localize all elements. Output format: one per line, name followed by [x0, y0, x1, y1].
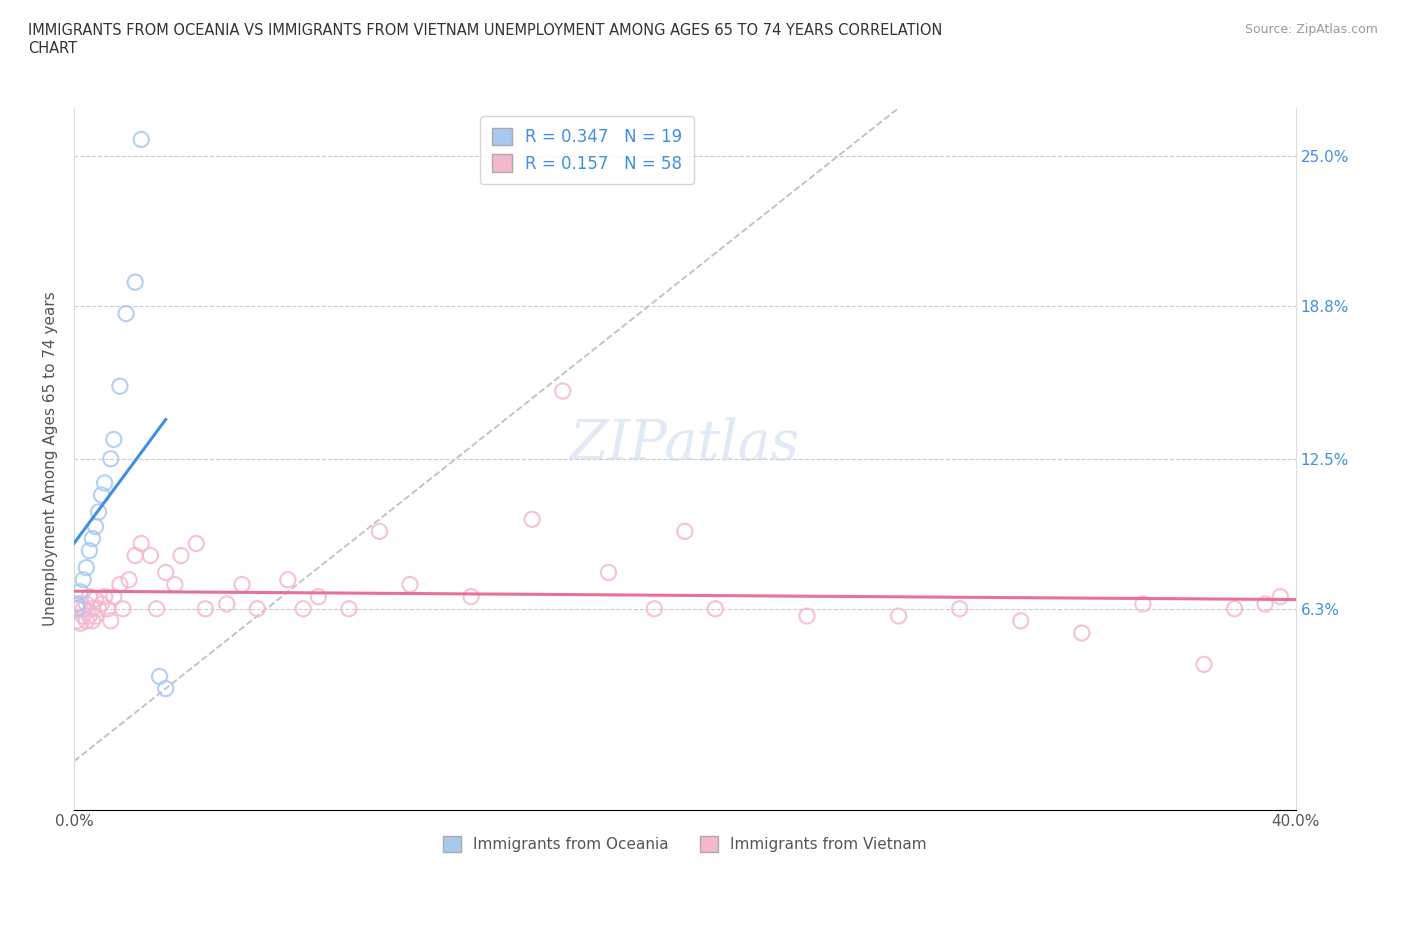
Point	[79, 543, 101, 558]
Point	[598, 565, 620, 580]
Point	[796, 608, 818, 623]
Point	[1070, 626, 1092, 641]
Point	[108, 578, 131, 592]
Point	[103, 432, 125, 446]
Point	[72, 602, 94, 617]
Point	[145, 602, 167, 617]
Point	[66, 602, 89, 617]
Point	[66, 602, 89, 617]
Point	[79, 608, 101, 623]
Point	[69, 596, 91, 611]
Point	[520, 512, 543, 526]
Point	[307, 590, 329, 604]
Point	[704, 602, 727, 617]
Point	[82, 602, 104, 617]
Point	[887, 608, 910, 623]
Text: ZIPatlas: ZIPatlas	[569, 418, 800, 472]
Point	[194, 602, 217, 617]
Text: IMMIGRANTS FROM OCEANIA VS IMMIGRANTS FROM VIETNAM UNEMPLOYMENT AMONG AGES 65 TO: IMMIGRANTS FROM OCEANIA VS IMMIGRANTS FR…	[28, 23, 942, 56]
Point	[93, 590, 115, 604]
Point	[84, 519, 107, 534]
Point	[399, 578, 422, 592]
Point	[163, 578, 186, 592]
Point	[277, 572, 299, 587]
Point	[551, 383, 574, 398]
Point	[1223, 602, 1246, 617]
Point	[100, 614, 122, 629]
Point	[1132, 596, 1154, 611]
Point	[949, 602, 972, 617]
Point	[87, 505, 110, 520]
Point	[87, 602, 110, 617]
Point	[90, 487, 112, 502]
Point	[118, 572, 141, 587]
Point	[1010, 614, 1032, 629]
Point	[337, 602, 360, 617]
Point	[124, 548, 146, 563]
Point	[115, 306, 138, 321]
Point	[69, 584, 91, 599]
Point	[75, 614, 97, 629]
Point	[1254, 596, 1277, 611]
Point	[111, 602, 134, 617]
Text: Source: ZipAtlas.com: Source: ZipAtlas.com	[1244, 23, 1378, 36]
Point	[75, 560, 97, 575]
Point	[155, 565, 177, 580]
Point	[368, 524, 391, 538]
Point	[72, 608, 94, 623]
Point	[79, 590, 101, 604]
Point	[129, 132, 152, 147]
Point	[82, 531, 104, 546]
Point	[66, 614, 89, 629]
Point	[246, 602, 269, 617]
Point	[139, 548, 162, 563]
Point	[97, 602, 120, 617]
Point	[673, 524, 696, 538]
Point	[100, 451, 122, 466]
Point	[72, 572, 94, 587]
Point	[460, 590, 482, 604]
Point	[643, 602, 665, 617]
Point	[186, 536, 208, 551]
Point	[66, 596, 89, 611]
Point	[231, 578, 253, 592]
Legend: Immigrants from Oceania, Immigrants from Vietnam: Immigrants from Oceania, Immigrants from…	[437, 830, 934, 858]
Point	[124, 274, 146, 289]
Point	[129, 536, 152, 551]
Point	[215, 596, 238, 611]
Point	[155, 681, 177, 696]
Point	[75, 596, 97, 611]
Point	[103, 590, 125, 604]
Point	[84, 608, 107, 623]
Point	[149, 669, 172, 684]
Point	[1270, 590, 1292, 604]
Point	[82, 614, 104, 629]
Point	[84, 591, 107, 606]
Point	[69, 616, 91, 631]
Point	[93, 475, 115, 490]
Y-axis label: Unemployment Among Ages 65 to 74 years: Unemployment Among Ages 65 to 74 years	[44, 291, 58, 626]
Point	[170, 548, 193, 563]
Point	[1192, 657, 1215, 671]
Point	[90, 596, 112, 611]
Point	[108, 379, 131, 393]
Point	[292, 602, 315, 617]
